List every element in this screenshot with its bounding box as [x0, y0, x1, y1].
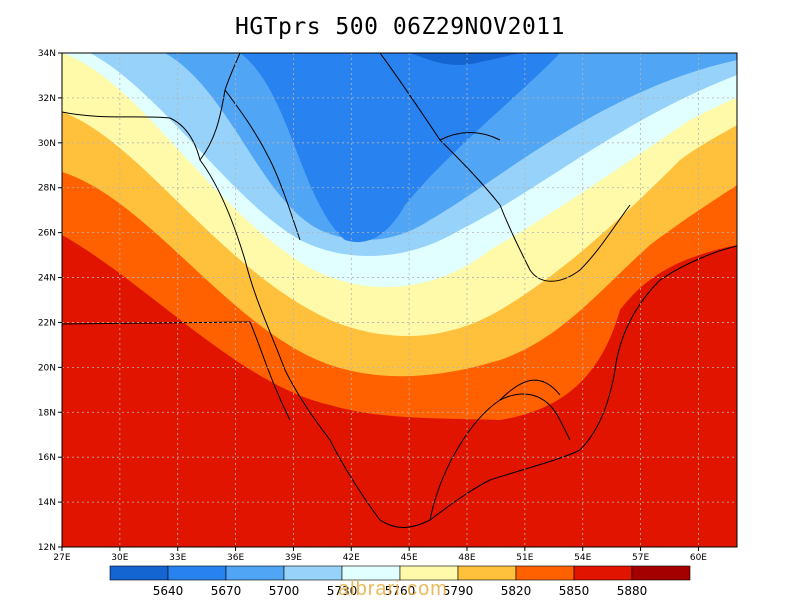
- colorbar-label: 5760: [385, 584, 416, 598]
- y-tick-label: 34N: [38, 49, 56, 59]
- colorbar-swatch: [167, 565, 227, 581]
- x-tick-label: 36E: [227, 553, 244, 563]
- x-tick-label: 60E: [690, 553, 707, 563]
- colorbar-label: 5700: [269, 584, 300, 598]
- y-tick-label: 24N: [38, 274, 56, 284]
- x-tick-label: 48E: [458, 553, 475, 563]
- band-5640: [410, 53, 520, 65]
- x-tick-label: 45E: [401, 553, 418, 563]
- watermark-text: albrari.com: [338, 578, 448, 600]
- y-tick-label: 14N: [38, 498, 56, 508]
- colorbar-label: 5790: [443, 584, 474, 598]
- y-tick-label: 28N: [38, 184, 56, 194]
- colorbar-label: 5640: [153, 584, 184, 598]
- chart-title: HGTprs 500 06Z29NOV2011: [235, 14, 565, 40]
- contour-fill: [62, 53, 737, 547]
- colorbar-swatch: [631, 565, 691, 581]
- plot-frame: [61, 52, 738, 548]
- colorbar-label: 5850: [559, 584, 590, 598]
- y-tick-label: 18N: [38, 408, 56, 418]
- colorbar-swatch: [573, 565, 633, 581]
- x-tick-label: 33E: [169, 553, 186, 563]
- y-tick-label: 12N: [38, 543, 56, 553]
- colorbar-swatch: [457, 565, 517, 581]
- x-tick-label: 51E: [516, 553, 533, 563]
- colorbar-label: 5820: [501, 584, 532, 598]
- x-tick-label: 57E: [632, 553, 649, 563]
- x-tick-label: 27E: [53, 553, 70, 563]
- y-tick-label: 26N: [38, 229, 56, 239]
- lat-lon-grid: [62, 53, 737, 547]
- colorbar-label: 5880: [617, 584, 648, 598]
- colorbar-swatch: [283, 565, 343, 581]
- colorbar-label: 5730: [327, 584, 358, 598]
- y-axis-ticks: 12N 14N 16N 18N 20N 22N 24N 26N 28N 30N 32N 34N: [38, 49, 62, 553]
- y-tick-label: 30N: [38, 139, 56, 149]
- band-5670: [240, 53, 560, 243]
- x-tick-label: 42E: [343, 553, 360, 563]
- colorbar-swatch: [515, 565, 575, 581]
- y-tick-label: 16N: [38, 453, 56, 463]
- colorbar-swatch: [109, 565, 169, 581]
- x-tick-label: 30E: [111, 553, 128, 563]
- colorbar-swatch: [225, 565, 285, 581]
- x-axis-ticks: 27E 30E 33E 36E 39E 42E 45E 48E 51E 54E 57E 60E: [53, 547, 707, 563]
- y-tick-label: 20N: [38, 363, 56, 373]
- y-tick-label: 32N: [38, 94, 56, 104]
- x-tick-label: 54E: [574, 553, 591, 563]
- colorbar: 5640 5670 5700 5730 5760 5790 5820 5850 5880: [109, 565, 691, 598]
- colorbar-label: 5670: [211, 584, 242, 598]
- y-tick-label: 22N: [38, 318, 56, 328]
- x-tick-label: 39E: [285, 553, 302, 563]
